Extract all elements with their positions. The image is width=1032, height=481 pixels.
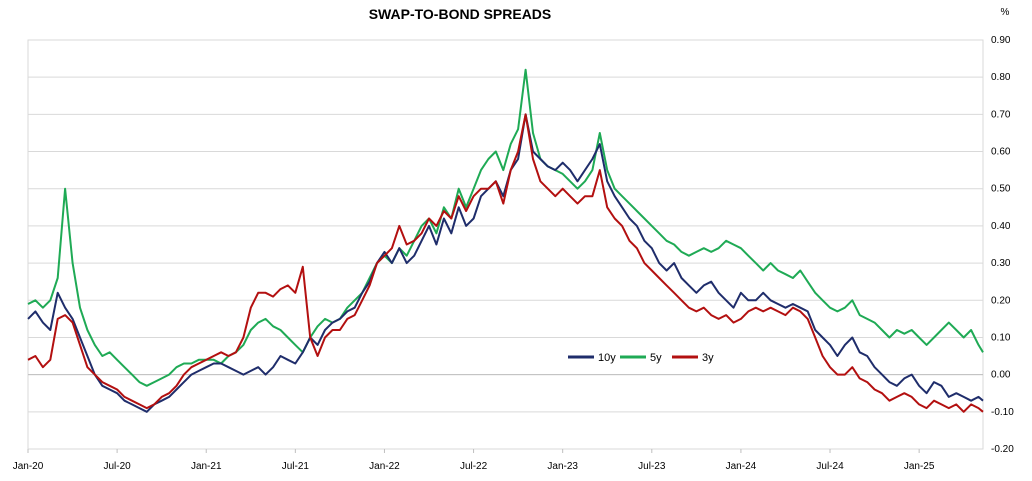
series-layer [27, 68, 984, 413]
x-tick-label: Jul-20 [103, 461, 131, 472]
y-tick-label: 0.50 [991, 184, 1011, 195]
x-tick-label: Jan-22 [369, 461, 400, 472]
series-line-3y [27, 113, 984, 413]
x-tick-label: Jan-23 [547, 461, 578, 472]
x-tick-label: Jan-24 [726, 461, 757, 472]
legend-label-3y: 3y [702, 352, 714, 364]
x-tick-label: Jan-25 [904, 461, 935, 472]
legend: 10y 5y 3y [568, 352, 714, 364]
x-tick-label: Jul-23 [638, 461, 666, 472]
grid-layer [27, 39, 984, 450]
y-tick-label: 0.20 [991, 295, 1011, 306]
x-tick-label: Jan-21 [191, 461, 222, 472]
x-tick-label: Jul-24 [816, 461, 844, 472]
y-tick-label: 0.80 [991, 72, 1011, 83]
series-line-5y [27, 68, 984, 387]
y-tick-label: 0.40 [991, 221, 1011, 232]
y-tick-label: -0.20 [991, 444, 1014, 455]
x-tick-label: Jul-22 [460, 461, 488, 472]
y-tick-label: 0.90 [991, 35, 1011, 46]
y-tick-label: 0.10 [991, 332, 1011, 343]
legend-label-10y: 10y [598, 352, 616, 364]
y-tick-label: 0.70 [991, 109, 1011, 120]
unit-label: % [1001, 7, 1010, 18]
axis-layer: 0.90 0.80 0.70 0.60 0.50 0.40 0.30 0.20 0.10 0.00… [13, 35, 1015, 472]
chart-title: SWAP-TO-BOND SPREADS [369, 6, 552, 22]
y-tick-label: 0.00 [991, 370, 1011, 381]
y-tick-label: -0.10 [991, 407, 1014, 418]
x-tick-label: Jul-21 [282, 461, 310, 472]
y-tick-label: 0.30 [991, 258, 1011, 269]
y-tick-label: 0.60 [991, 147, 1011, 158]
x-tick-label: Jan-20 [13, 461, 44, 472]
legend-label-5y: 5y [650, 352, 662, 364]
plot-area [27, 39, 984, 450]
